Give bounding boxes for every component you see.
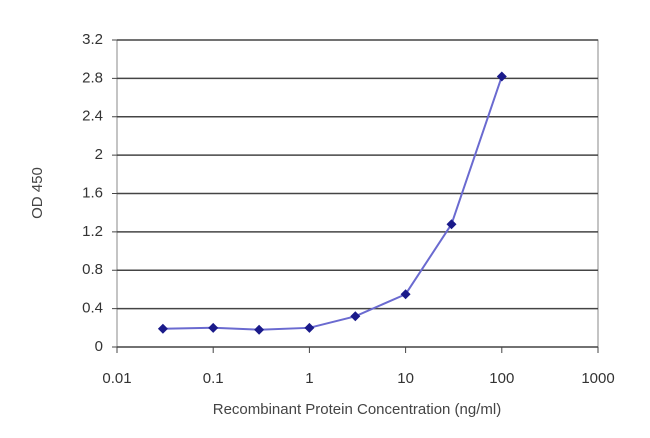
data-line bbox=[162, 76, 503, 331]
y-tick-label: 2 bbox=[95, 146, 103, 163]
y-tick-label: 1.2 bbox=[82, 223, 103, 240]
x-tick-label: 0.01 bbox=[102, 370, 131, 387]
data-point bbox=[496, 71, 507, 82]
y-tick-label: 2.4 bbox=[82, 108, 103, 125]
x-tick-label: 0.1 bbox=[203, 370, 224, 387]
x-tick-label: 100 bbox=[489, 370, 514, 387]
data-point bbox=[208, 322, 219, 333]
y-tick-label: 0.4 bbox=[82, 300, 103, 317]
x-tick-label: 1000 bbox=[581, 370, 614, 387]
data-point bbox=[157, 323, 168, 334]
y-tick-label: 3.2 bbox=[82, 31, 103, 48]
x-tick-label: 10 bbox=[397, 370, 414, 387]
y-tick-label: 0.8 bbox=[82, 261, 103, 278]
data-point bbox=[254, 324, 265, 335]
y-tick-label: 2.8 bbox=[82, 69, 103, 86]
data-point bbox=[446, 219, 457, 230]
data-point bbox=[400, 289, 411, 300]
y-tick-label: 1.6 bbox=[82, 184, 103, 201]
data-point bbox=[350, 311, 361, 322]
x-axis-title: Recombinant Protein Concentration (ng/ml… bbox=[213, 401, 501, 418]
y-tick-label: 0 bbox=[95, 338, 103, 355]
x-tick-label: 1 bbox=[305, 370, 313, 387]
y-axis-title: OD 450 bbox=[29, 167, 46, 219]
data-point bbox=[304, 322, 315, 333]
